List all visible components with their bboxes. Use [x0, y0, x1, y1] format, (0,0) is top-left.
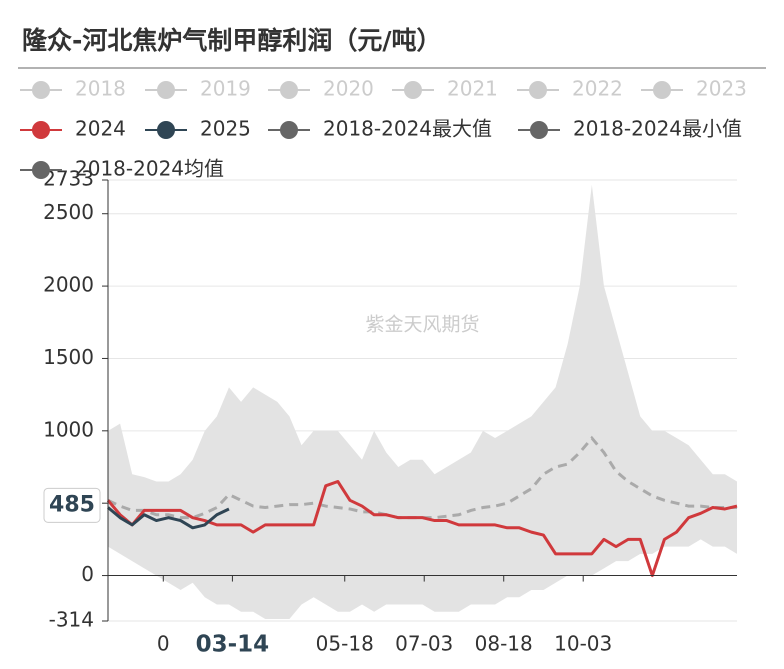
legend-icon	[157, 81, 175, 99]
x-tick-label: 08-18	[475, 632, 533, 656]
x-tick-label: 07-03	[395, 632, 453, 656]
legend-icon	[530, 121, 548, 139]
range-band	[108, 184, 737, 619]
legend-label: 2018-2024均值	[75, 157, 224, 181]
legend-label: 2020	[323, 77, 374, 101]
chart-title: 隆众-河北焦炉气制甲醇利润（元/吨）	[22, 26, 442, 55]
series-line	[106, 479, 738, 578]
y-tick-label: 1500	[43, 345, 94, 369]
x-tick-label: 03-14	[196, 632, 270, 658]
legend-icon	[280, 121, 298, 139]
legend-label: 2018	[75, 77, 126, 101]
series-line	[107, 506, 230, 530]
marker-box	[43, 487, 101, 523]
y-tick-label: 2500	[43, 200, 94, 224]
legend-label: 2021	[447, 77, 498, 101]
legend-label: 2022	[572, 77, 623, 101]
legend-label: 2023	[696, 77, 747, 101]
y-tick-label: -314	[49, 608, 94, 632]
legend-label: 2025	[200, 117, 251, 141]
legend-icon	[157, 121, 175, 139]
marker-label: 485	[49, 492, 95, 517]
y-tick-label: 0	[81, 562, 94, 586]
legend-icon	[653, 81, 671, 99]
legend-label: 2019	[200, 77, 251, 101]
legend-icon	[32, 161, 50, 179]
legend-icon	[404, 81, 422, 99]
x-tick-label: 0	[157, 632, 170, 656]
legend-label: 2024	[75, 117, 126, 141]
legend-label: 2018-2024最大值	[323, 117, 492, 141]
x-tick-label: 05-18	[316, 632, 374, 656]
legend-icon	[529, 81, 547, 99]
watermark: 紫金天风期货	[365, 314, 479, 336]
y-tick-label: 2000	[43, 273, 94, 297]
y-tick-label: 1000	[43, 417, 94, 441]
x-tick-label: 10-03	[554, 632, 612, 656]
legend-label: 2018-2024最小值	[573, 117, 742, 141]
mean-line	[107, 435, 737, 520]
legend-icon	[32, 121, 50, 139]
legend-icon	[32, 81, 50, 99]
legend-icon	[280, 81, 298, 99]
